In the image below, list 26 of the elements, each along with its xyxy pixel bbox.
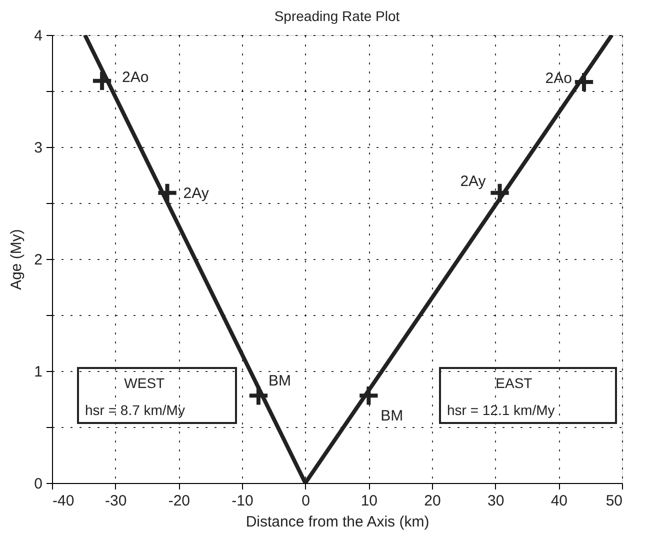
annotation: 2Ao xyxy=(545,70,572,88)
y-tick-label: 2 xyxy=(34,252,42,268)
y-tick-label: 1 xyxy=(34,364,42,380)
x-tick-label: 40 xyxy=(550,492,568,510)
chart-title: Spreading Rate Plot xyxy=(274,8,400,24)
x-tick-label: -40 xyxy=(52,492,74,510)
annotation: 2Ay xyxy=(460,172,486,190)
x-axis-title: Distance from the Axis (km) xyxy=(246,514,430,530)
x-tick-label: -30 xyxy=(104,492,127,510)
annotation: 2Ao xyxy=(122,68,149,86)
x-tick-label: -10 xyxy=(232,492,254,510)
y-tick-label: 0 xyxy=(34,476,42,492)
annotation: 2Ay xyxy=(183,184,210,202)
x-tick-label: 30 xyxy=(487,492,504,510)
annotation: EAST hsr = 12.1 km/My xyxy=(447,375,555,418)
x-tick-label: 50 xyxy=(606,492,622,510)
x-tick-label: 20 xyxy=(424,492,441,510)
x-tick-label: -20 xyxy=(168,492,190,510)
annotation: WEST hsr = 8.7 km/My xyxy=(85,375,185,418)
annotation: BM xyxy=(380,408,404,425)
x-tick-label: 0 xyxy=(302,492,310,510)
y-tick-label: 4 xyxy=(34,28,42,44)
x-tick-label: 10 xyxy=(360,492,378,510)
y-tick-label: 3 xyxy=(34,140,42,156)
annotation: BM xyxy=(268,372,291,390)
y-axis-title: Age (My) xyxy=(8,229,26,290)
